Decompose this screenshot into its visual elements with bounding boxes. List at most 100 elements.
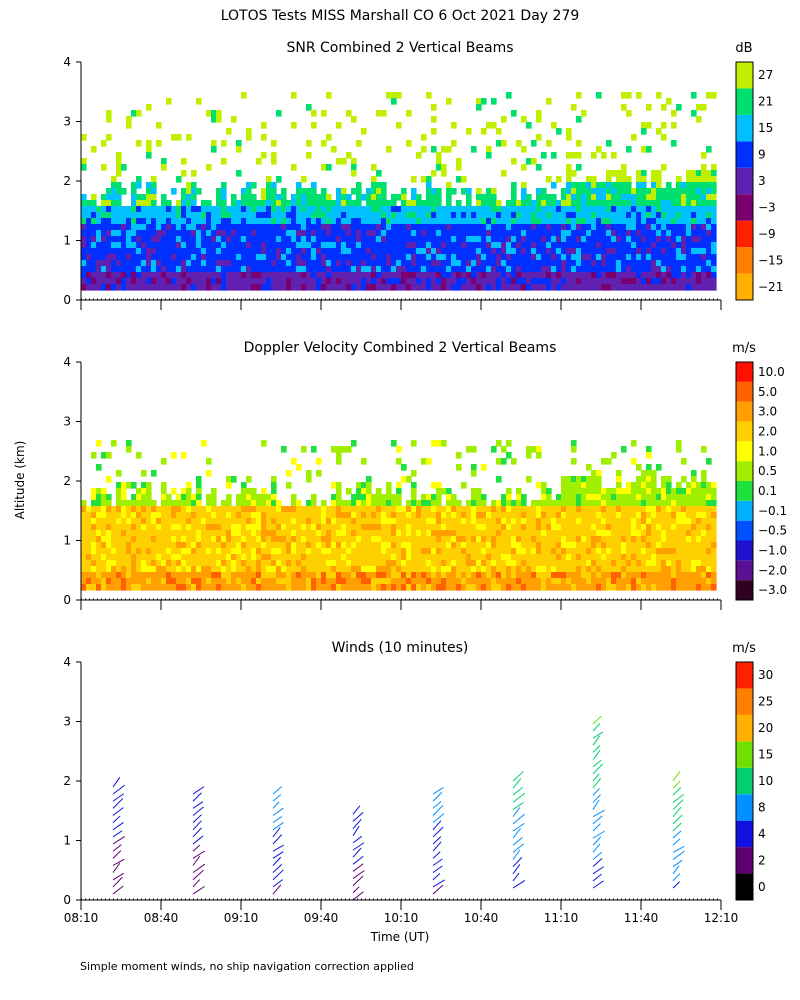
heatmap-cell	[566, 518, 572, 525]
heatmap-cell	[411, 500, 417, 507]
heatmap-cell	[501, 512, 507, 519]
heatmap-cell	[361, 218, 367, 225]
heatmap-cell	[571, 104, 577, 111]
heatmap-cell	[146, 242, 152, 249]
heatmap-cell	[461, 284, 467, 291]
heatmap-cell	[241, 488, 247, 495]
heatmap-cell	[506, 518, 512, 525]
heatmap-cell	[476, 200, 482, 207]
heatmap-cell	[576, 506, 582, 513]
heatmap-cell	[156, 518, 162, 525]
heatmap-cell	[496, 506, 502, 513]
heatmap-cell	[486, 224, 492, 231]
heatmap-cell	[526, 584, 532, 591]
heatmap-cell	[411, 218, 417, 225]
heatmap-cell	[501, 272, 507, 279]
heatmap-cell	[646, 224, 652, 231]
heatmap-cell	[551, 542, 557, 549]
heatmap-cell	[511, 578, 517, 585]
heatmap-cell	[306, 260, 312, 267]
heatmap-cell	[251, 494, 257, 501]
heatmap-cell	[531, 236, 537, 243]
heatmap-cell	[371, 230, 377, 237]
wind-barb	[192, 820, 202, 831]
heatmap-cell	[166, 530, 172, 537]
heatmap-cell	[401, 218, 407, 225]
heatmap-cell	[531, 554, 537, 561]
heatmap-cell	[466, 212, 472, 219]
heatmap-cell	[541, 560, 547, 567]
heatmap-cell	[206, 494, 212, 501]
heatmap-cell	[316, 266, 322, 273]
heatmap-cell	[656, 218, 662, 225]
heatmap-cell	[356, 518, 362, 525]
heatmap-cell	[166, 554, 172, 561]
heatmap-cell	[116, 560, 122, 567]
heatmap-cell	[116, 530, 122, 537]
heatmap-cell	[686, 212, 692, 219]
heatmap-cell	[366, 500, 372, 507]
heatmap-cell	[366, 566, 372, 573]
heatmap-cell	[666, 206, 672, 213]
heatmap-cell	[486, 542, 492, 549]
heatmap-cell	[476, 266, 482, 273]
heatmap-cell	[571, 218, 577, 225]
heatmap-cell	[571, 206, 577, 213]
heatmap-cell	[351, 188, 357, 195]
heatmap-cell	[181, 266, 187, 273]
heatmap-cell	[421, 584, 427, 591]
heatmap-cell	[311, 224, 317, 231]
heatmap-cell	[501, 170, 507, 177]
heatmap-cell	[276, 518, 282, 525]
heatmap-cell	[111, 182, 117, 189]
wind-barb	[672, 787, 682, 796]
heatmap-cell	[546, 176, 552, 183]
heatmap-cell	[146, 560, 152, 567]
heatmap-cell	[606, 506, 612, 513]
heatmap-cell	[626, 542, 632, 549]
heatmap-cell	[591, 176, 597, 183]
wind-barb	[112, 822, 124, 831]
wind-barb	[672, 838, 681, 846]
heatmap-cell	[96, 500, 102, 507]
heatmap-cell	[346, 230, 352, 237]
heatmap-cell	[556, 524, 562, 531]
heatmap-cell	[576, 542, 582, 549]
heatmap-cell	[701, 482, 707, 489]
heatmap-cell	[446, 554, 452, 561]
heatmap-cell	[601, 566, 607, 573]
heatmap-cell	[536, 110, 542, 117]
heatmap-cell	[356, 548, 362, 555]
heatmap-cell	[666, 542, 672, 549]
heatmap-cell	[321, 584, 327, 591]
wind-barb	[112, 862, 121, 873]
heatmap-cell	[291, 572, 297, 579]
heatmap-cell	[701, 152, 707, 159]
heatmap-cell	[146, 512, 152, 519]
y-tick-label: 4	[63, 355, 71, 369]
heatmap-cell	[621, 200, 627, 207]
heatmap-cell	[451, 272, 457, 279]
heatmap-cell	[521, 536, 527, 543]
heatmap-cell	[386, 524, 392, 531]
heatmap-cell	[391, 92, 397, 99]
heatmap-cell	[256, 272, 262, 279]
heatmap-cell	[311, 254, 317, 261]
heatmap-cell	[186, 572, 192, 579]
heatmap-cell	[496, 560, 502, 567]
heatmap-cell	[626, 572, 632, 579]
heatmap-cell	[691, 578, 697, 585]
heatmap-cell	[361, 278, 367, 285]
heatmap-cell	[286, 518, 292, 525]
heatmap-cell	[466, 284, 472, 291]
heatmap-cell	[641, 494, 647, 501]
heatmap-cell	[536, 254, 542, 261]
heatmap-cell	[476, 488, 482, 495]
heatmap-cell	[151, 578, 157, 585]
heatmap-cell	[121, 518, 127, 525]
heatmap-cell	[416, 260, 422, 267]
heatmap-cell	[696, 278, 702, 285]
heatmap-cell	[231, 212, 237, 219]
heatmap-cell	[546, 272, 552, 279]
heatmap-cell	[116, 578, 122, 585]
